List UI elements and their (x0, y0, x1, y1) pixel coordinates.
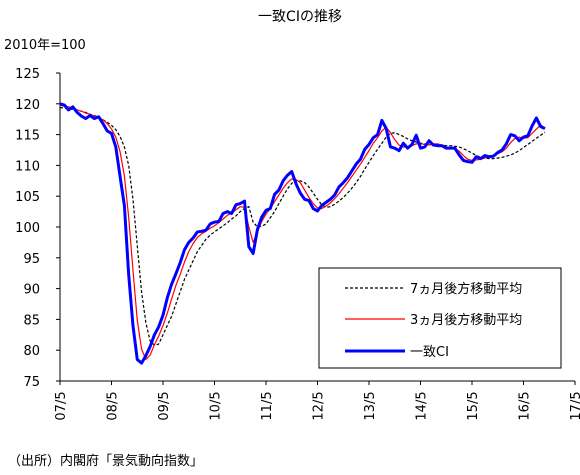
y-tick-label: 90 (23, 283, 40, 298)
series-line-1 (59, 104, 546, 361)
legend-label-0: 7ヵ月後方移動平均 (410, 281, 522, 297)
y-tick-label: 110 (15, 159, 40, 174)
x-tick-label: 13/5 (363, 391, 378, 420)
unit-label: 2010年=100 (4, 38, 86, 53)
chart-title: 一致CIの推移 (258, 9, 342, 25)
y-tick-label: 115 (15, 129, 40, 144)
plot-area (59, 102, 546, 365)
y-tick-label: 100 (15, 221, 40, 236)
y-tick-label: 95 (23, 252, 40, 267)
y-tick-label: 125 (15, 67, 40, 82)
y-tick-label: 105 (15, 190, 40, 205)
x-tick-label: 14/5 (415, 391, 430, 420)
x-tick-label: 17/5 (569, 391, 580, 420)
y-tick-label: 80 (23, 344, 40, 359)
x-tick-label: 09/5 (157, 391, 172, 420)
legend-label-1: 3ヵ月後方移動平均 (410, 312, 522, 328)
y-tick-label: 75 (23, 375, 40, 390)
y-tick-label: 120 (15, 98, 40, 113)
x-tick-label: 15/5 (466, 391, 481, 420)
x-tick-label: 08/5 (106, 391, 121, 420)
series-line-2 (59, 102, 546, 365)
x-tick-label: 16/5 (518, 391, 533, 420)
y-tick-label: 85 (23, 313, 40, 328)
x-tick-label: 07/5 (54, 391, 69, 420)
legend-label-2: 一致CI (410, 345, 449, 360)
series-line-0 (59, 106, 546, 346)
x-tick-label: 11/5 (260, 391, 275, 420)
source-note: （出所）内閣府「景気動向指数」 (8, 453, 203, 469)
x-tick-label: 12/5 (312, 391, 327, 420)
axes: 75 80 85 90 95 100 105 110 115 120 125 07/5 08/5 09/5… (15, 67, 580, 421)
x-tick-label: 10/5 (209, 391, 224, 420)
